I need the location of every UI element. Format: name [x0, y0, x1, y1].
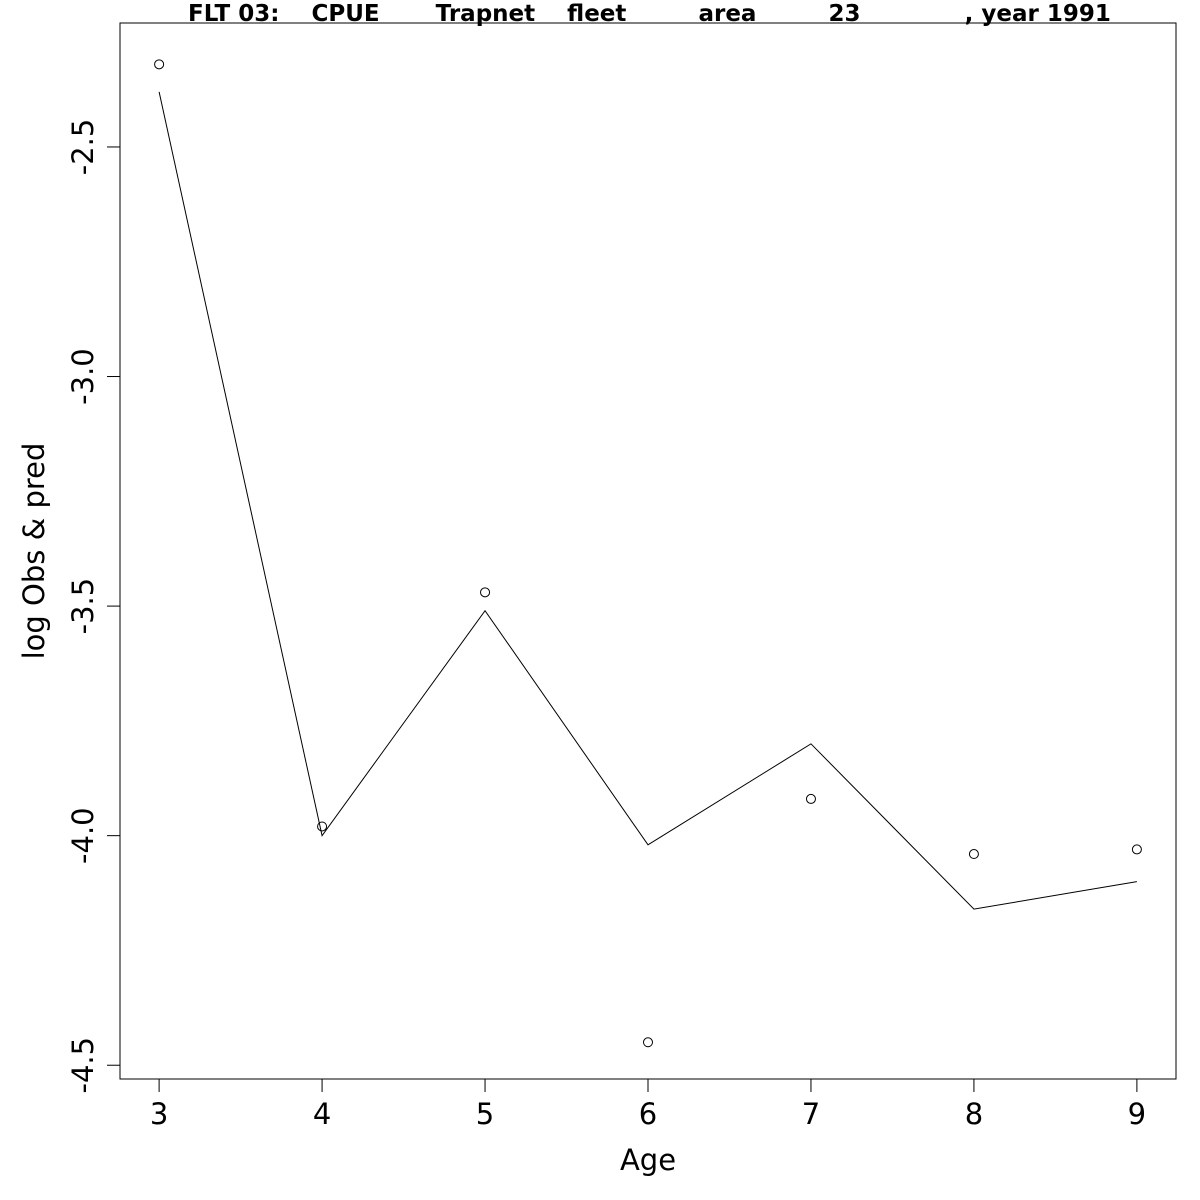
observed-point: [968, 849, 979, 860]
x-tick-label: 7: [802, 1097, 820, 1131]
predicted-line: [158, 91, 1137, 910]
y-axis-label: log Obs & pred: [17, 443, 51, 660]
observed-point: [805, 793, 816, 804]
y-axis: -2.5 -3.0 -3.5 -4.0 -4.5: [66, 119, 121, 1094]
x-tick-label: 5: [476, 1097, 494, 1131]
series-layer: [154, 59, 1142, 1048]
x-axis: 3 4 5 6 7 8 9: [150, 1078, 1146, 1131]
x-tick-label: 3: [150, 1097, 168, 1131]
x-tick-label: 9: [1128, 1097, 1146, 1131]
y-tick-label: -4.5: [66, 1037, 100, 1094]
observed-point: [480, 587, 491, 598]
x-axis-label: Age: [620, 1143, 676, 1177]
x-tick-label: 8: [965, 1097, 983, 1131]
x-tick-label: 6: [639, 1097, 657, 1131]
observed-point: [1131, 844, 1142, 855]
observed-point: [317, 821, 328, 832]
y-tick-label: -2.5: [66, 119, 100, 176]
y-tick-label: -3.5: [66, 578, 100, 635]
y-tick-label: -3.0: [66, 348, 100, 405]
plot-box: [119, 22, 1177, 1080]
observed-point: [154, 59, 165, 70]
y-tick-label: -4.0: [66, 807, 100, 864]
observed-point: [643, 1037, 653, 1048]
x-tick-label: 4: [313, 1097, 331, 1131]
